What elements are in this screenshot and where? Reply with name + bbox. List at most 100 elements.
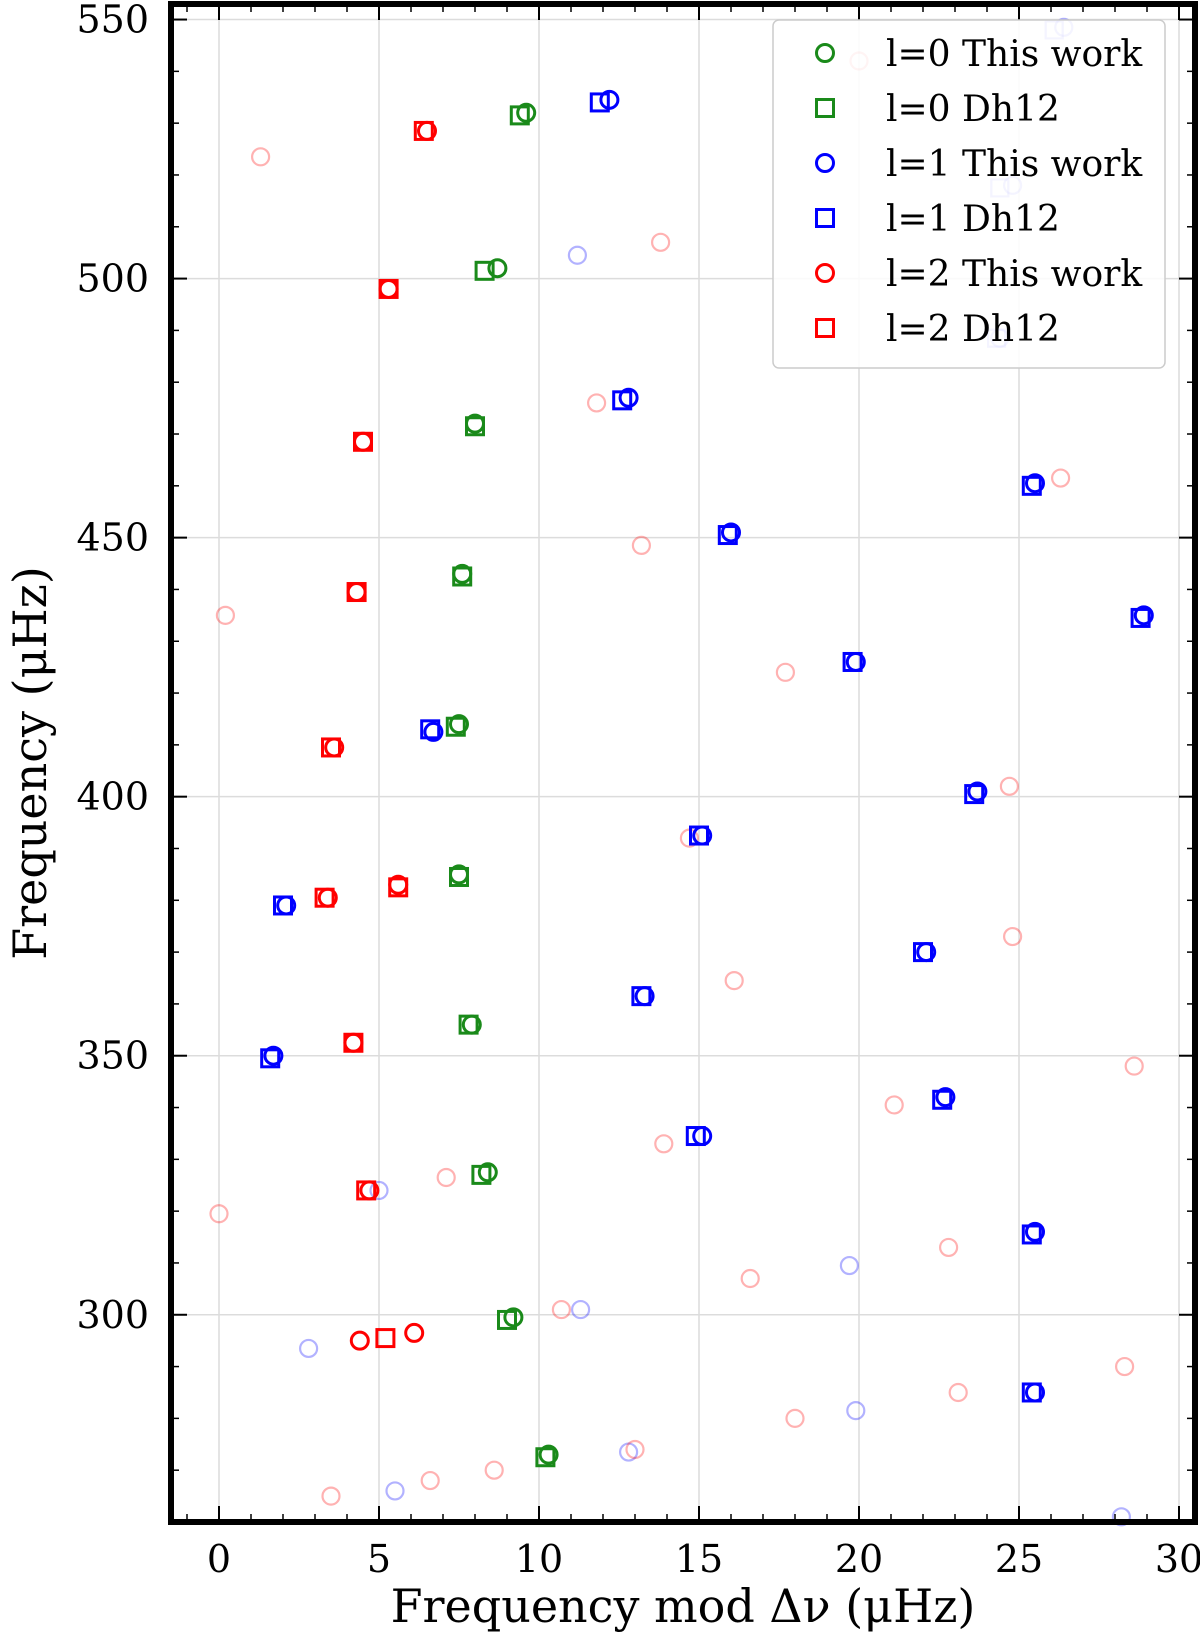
data-point xyxy=(356,1180,377,1201)
data-point xyxy=(474,260,495,281)
data-point xyxy=(964,784,985,805)
legend-marker xyxy=(815,318,835,338)
x-tick-label: 25 xyxy=(995,1537,1043,1581)
data-point xyxy=(740,1268,760,1289)
grid xyxy=(171,4,1195,1522)
legend-marker xyxy=(815,98,835,118)
data-point xyxy=(1111,1507,1132,1527)
data-point xyxy=(465,416,485,437)
data-point xyxy=(436,1167,456,1188)
data-point xyxy=(346,582,367,603)
data-point xyxy=(938,1237,959,1258)
legend-label: l=1 Dh12 xyxy=(886,199,1060,240)
data-point xyxy=(458,1014,479,1035)
y-axis-label: Frequency (μHz) xyxy=(3,566,57,960)
data-point xyxy=(785,1408,805,1428)
data-point xyxy=(420,719,441,740)
y-tick-label: 400 xyxy=(76,775,149,819)
data-point xyxy=(353,431,373,452)
data-point xyxy=(846,1401,866,1421)
data-point xyxy=(404,1322,425,1343)
data-point xyxy=(215,605,235,625)
data-point xyxy=(452,566,473,587)
data-point xyxy=(535,1447,556,1468)
data-point xyxy=(631,986,652,1007)
data-point xyxy=(445,716,466,737)
data-point xyxy=(314,887,335,908)
data-point xyxy=(625,1439,645,1460)
legend-marker xyxy=(815,263,835,283)
data-point xyxy=(509,105,530,126)
data-point xyxy=(839,1255,860,1276)
data-point xyxy=(685,1126,706,1147)
data-point xyxy=(1021,475,1042,496)
x-tick-label: 5 xyxy=(367,1537,391,1581)
data-point xyxy=(471,1164,492,1185)
data-point xyxy=(273,895,293,916)
data-point xyxy=(369,1180,389,1201)
data-point xyxy=(321,737,341,758)
data-point xyxy=(551,1299,572,1320)
legend-marker xyxy=(815,153,835,173)
data-point xyxy=(503,1307,524,1328)
y-tick-label: 350 xyxy=(76,1034,149,1078)
x-tick-label: 20 xyxy=(835,1537,883,1581)
data-point xyxy=(1002,926,1023,947)
data-point xyxy=(1025,1221,1045,1242)
data-point xyxy=(1025,473,1045,494)
data-point xyxy=(1050,468,1071,488)
data-point xyxy=(570,1299,591,1320)
data-point xyxy=(1021,1224,1042,1245)
data-point xyxy=(689,825,709,846)
legend-label: l=0 Dh12 xyxy=(886,89,1060,130)
data-point xyxy=(420,1470,440,1491)
data-point xyxy=(618,387,639,408)
data-point xyxy=(842,651,863,672)
series-l-1-dh12 xyxy=(260,92,1151,1403)
data-point xyxy=(449,866,469,887)
data-point xyxy=(251,147,271,167)
data-point xyxy=(618,1442,639,1462)
data-point xyxy=(775,662,796,682)
data-point xyxy=(1021,1382,1042,1403)
data-point xyxy=(1114,1356,1135,1377)
data-point xyxy=(423,721,444,742)
data-point xyxy=(484,1460,504,1480)
data-point xyxy=(913,942,933,963)
legend-label: l=2 This work xyxy=(886,254,1143,295)
series-l-2-other-faint- xyxy=(209,51,1144,1506)
data-point xyxy=(375,1328,396,1349)
data-point xyxy=(349,1330,370,1351)
data-point xyxy=(378,278,399,299)
legend-label: l=0 This work xyxy=(886,34,1143,75)
data-point xyxy=(935,1087,956,1108)
legend-marker xyxy=(815,43,835,63)
data-point xyxy=(589,92,610,113)
x-tick-label: 0 xyxy=(207,1537,231,1581)
data-point xyxy=(385,1481,405,1501)
data-point xyxy=(516,102,537,123)
data-point xyxy=(717,525,738,546)
data-point xyxy=(567,245,588,265)
data-point xyxy=(263,1045,284,1066)
data-point xyxy=(884,1095,904,1115)
data-point xyxy=(967,781,988,802)
x-tick-label: 30 xyxy=(1155,1537,1200,1581)
data-point xyxy=(413,120,434,141)
x-axis-label: Frequency mod Δν (μHz) xyxy=(391,1579,976,1633)
data-point xyxy=(948,1382,968,1403)
data-points xyxy=(209,17,1154,1527)
series-l-0-dh12 xyxy=(445,105,556,1468)
plot-frame xyxy=(168,1,1198,1525)
legend-marker xyxy=(815,208,835,228)
data-point xyxy=(343,1032,364,1053)
data-point xyxy=(538,1444,559,1465)
data-point xyxy=(477,1162,498,1183)
data-point xyxy=(999,776,1020,796)
data-point xyxy=(721,522,741,543)
legend-label: l=1 This work xyxy=(886,144,1143,185)
data-point xyxy=(586,393,607,413)
data-point xyxy=(299,1338,319,1359)
data-point xyxy=(631,535,652,556)
